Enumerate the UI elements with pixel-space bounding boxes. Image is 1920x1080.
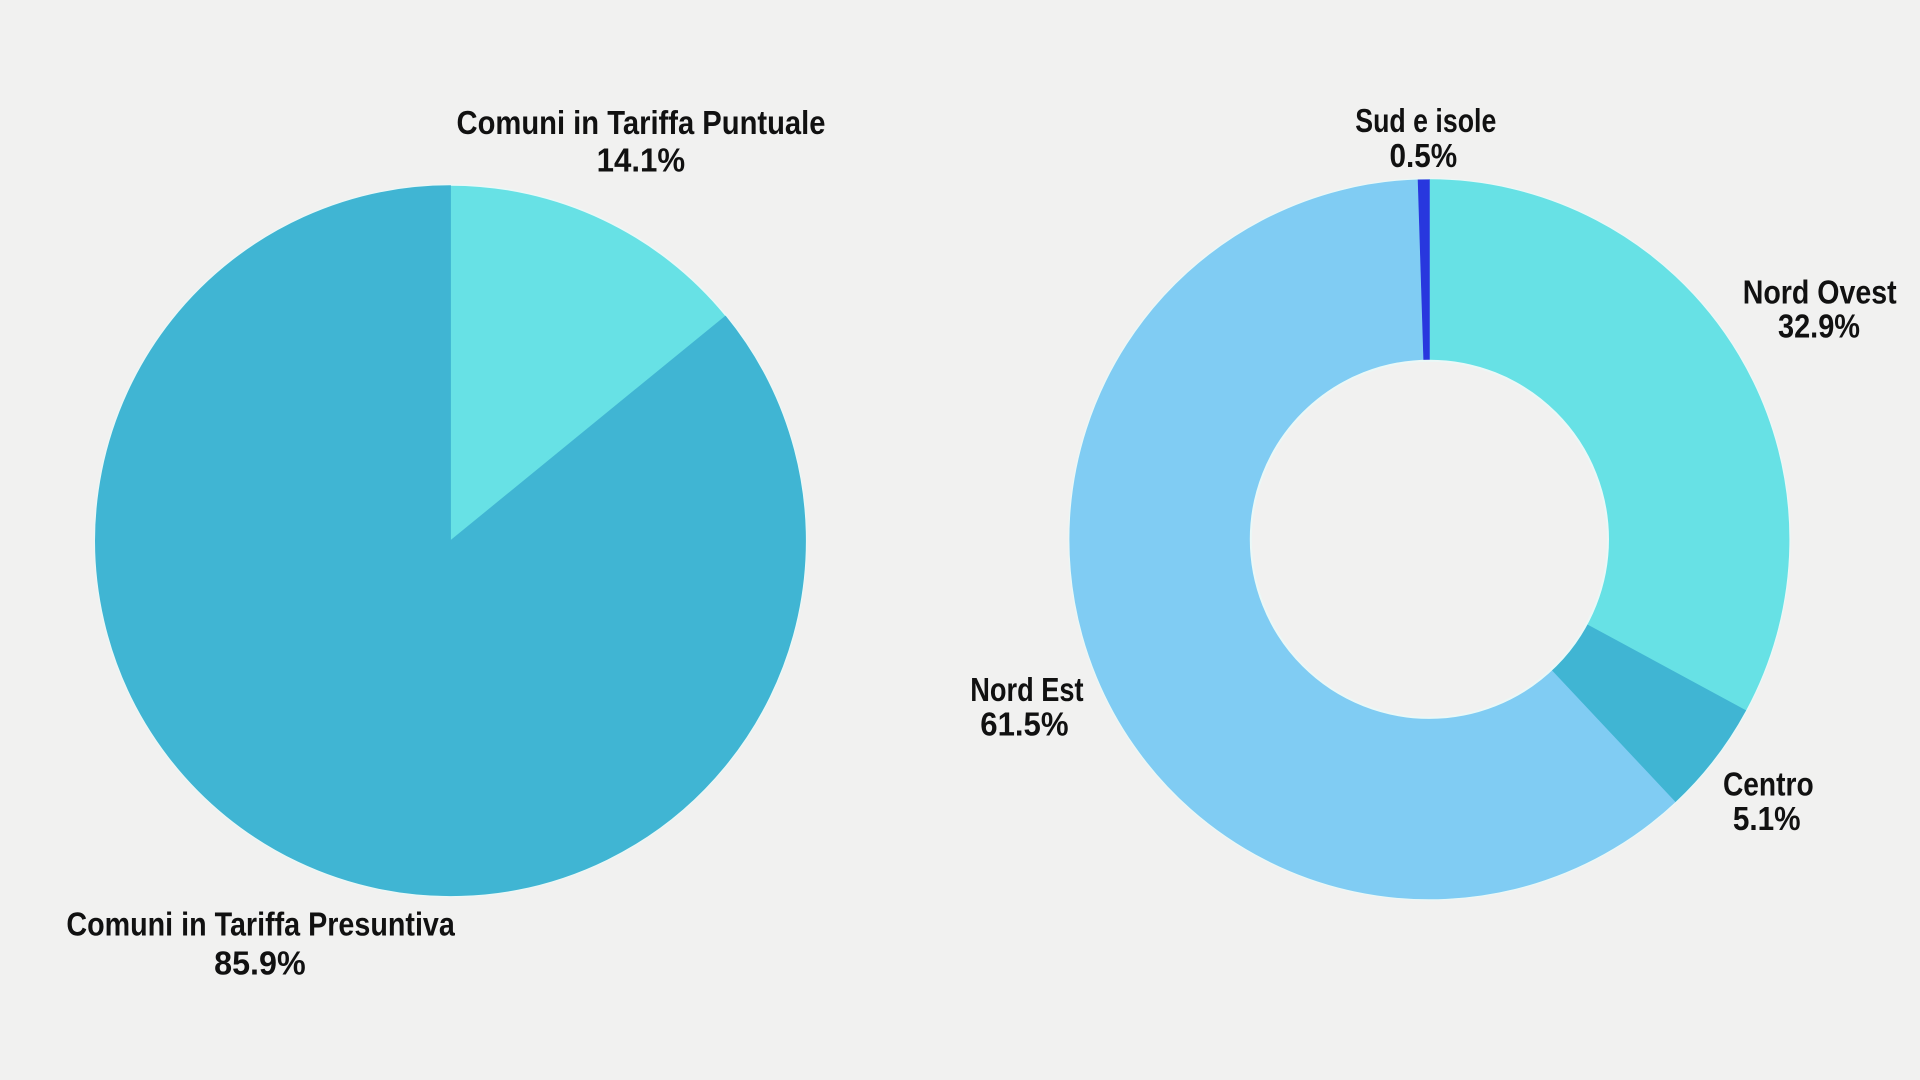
- svg-text:Comuni in Tariffa Puntuale: Comuni in Tariffa Puntuale: [457, 105, 826, 142]
- svg-text:Nord Est: Nord Est: [970, 672, 1083, 709]
- svg-text:Nord Ovest: Nord Ovest: [1743, 274, 1897, 311]
- svg-text:Centro: Centro: [1723, 766, 1814, 803]
- svg-text:Comuni in Tariffa Presuntiva: Comuni in Tariffa Presuntiva: [66, 906, 455, 943]
- svg-text:5.1%: 5.1%: [1733, 801, 1801, 838]
- svg-text:14.1%: 14.1%: [597, 143, 686, 180]
- svg-text:85.9%: 85.9%: [214, 946, 306, 983]
- svg-text:61.5%: 61.5%: [980, 707, 1068, 744]
- svg-text:32.9%: 32.9%: [1778, 308, 1860, 345]
- svg-text:Sud e isole: Sud e isole: [1355, 103, 1496, 140]
- svg-text:0.5%: 0.5%: [1389, 138, 1457, 175]
